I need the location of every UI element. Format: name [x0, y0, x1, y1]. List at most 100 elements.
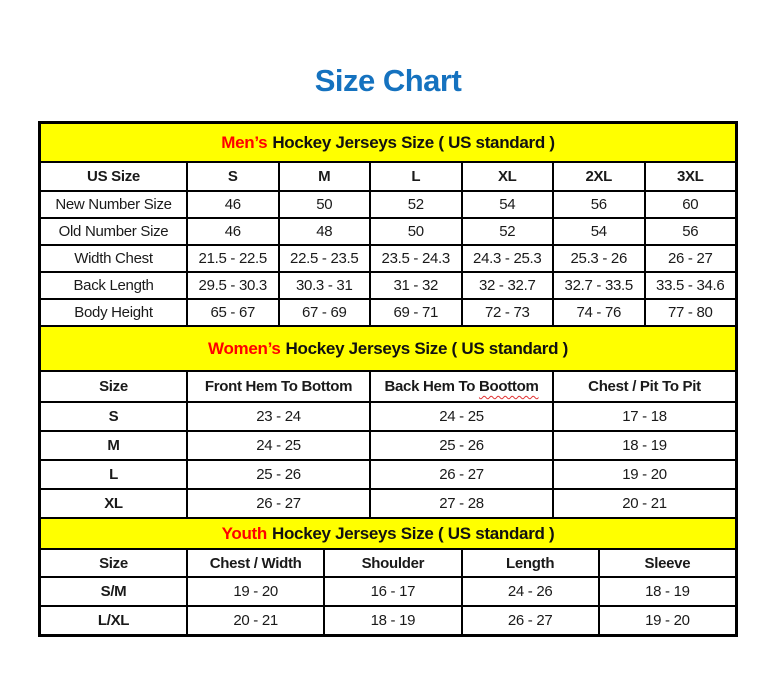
youth-band-accent: Youth [221, 523, 268, 543]
value-cell: 26 - 27 [460, 605, 600, 636]
womens-table-row: S 23 - 24 24 - 25 17 - 18 [39, 401, 737, 432]
value-cell: 32.7 - 33.5 [552, 271, 646, 300]
youth-column-header-row: Size Chest / Width Shoulder Length Sleev… [39, 548, 738, 578]
value-cell: 25 - 26 [186, 459, 371, 490]
value-cell: 56 [643, 217, 737, 246]
value-cell: 31 - 32 [369, 271, 463, 300]
mens-col-header: 2XL [552, 161, 646, 192]
mens-col-header: XL [460, 161, 554, 192]
value-cell: 25.3 - 26 [552, 244, 646, 273]
page-title: Size Chart [314, 63, 462, 98]
value-cell: 33.5 - 34.6 [643, 271, 737, 300]
womens-table-row: L 25 - 26 26 - 27 19 - 20 [39, 459, 737, 490]
value-cell: 29.5 - 30.3 [186, 271, 280, 300]
mens-table-row: New Number Size 46 50 52 54 56 60 [39, 190, 737, 219]
womens-col-header-text: Back Hem To [384, 378, 476, 395]
value-cell: 18 - 19 [552, 430, 737, 461]
value-cell: 18 - 19 [323, 605, 463, 636]
value-cell: 72 - 73 [460, 298, 554, 327]
youth-col-header: Sleeve [597, 548, 738, 578]
value-cell: 27 - 28 [369, 488, 554, 519]
mens-col-header: L [369, 161, 463, 192]
value-cell: 23 - 24 [186, 401, 371, 432]
mens-column-header-row: US Size S M L XL 2XL 3XL [39, 161, 737, 192]
womens-col-header: Front Hem To Bottom [186, 370, 371, 403]
mens-col-header: M [277, 161, 371, 192]
youth-table: Youth Hockey Jerseys Size ( US standard )… [39, 517, 738, 636]
womens-table-row: XL 26 - 27 27 - 28 20 - 21 [39, 488, 737, 519]
value-cell: 67 - 69 [277, 298, 371, 327]
womens-col-header: Size [39, 370, 188, 403]
mens-band-title: Men’s Hockey Jerseys Size ( US standard ) [39, 122, 737, 163]
womens-band: Women’s Hockey Jerseys Size ( US standard… [39, 325, 737, 372]
value-cell: 50 [369, 217, 463, 246]
value-cell: 46 [186, 217, 280, 246]
row-label: XL [39, 488, 188, 519]
row-label: New Number Size [39, 190, 188, 219]
value-cell: 23.5 - 24.3 [369, 244, 463, 273]
row-label: Body Height [39, 298, 188, 327]
mens-band: Men’s Hockey Jerseys Size ( US standard ) [39, 122, 737, 163]
mens-table-row: Body Height 65 - 67 67 - 69 69 - 71 72 -… [39, 298, 737, 327]
mens-table-row: Back Length 29.5 - 30.3 30.3 - 31 31 - 3… [39, 271, 737, 300]
row-label: Width Chest [39, 244, 188, 273]
youth-band: Youth Hockey Jerseys Size ( US standard ) [39, 517, 737, 550]
womens-table-row: M 24 - 25 25 - 26 18 - 19 [39, 430, 737, 461]
value-cell: 77 - 80 [643, 298, 737, 327]
value-cell: 24.3 - 25.3 [460, 244, 554, 273]
row-label: Back Length [39, 271, 188, 300]
mens-col-header: US Size [39, 161, 188, 192]
womens-band-rest: Hockey Jerseys Size ( US standard ) [285, 338, 569, 358]
value-cell: 48 [277, 217, 371, 246]
value-cell: 16 - 17 [323, 576, 463, 607]
row-label: S/M [39, 576, 188, 607]
value-cell: 24 - 25 [369, 401, 554, 432]
womens-col-header: Back Hem To Boottom [369, 370, 554, 403]
value-cell: 54 [460, 190, 554, 219]
youth-col-header: Size [39, 548, 188, 578]
value-cell: 30.3 - 31 [277, 271, 371, 300]
youth-band-title: Youth Hockey Jerseys Size ( US standard ) [39, 517, 737, 550]
value-cell: 20 - 21 [185, 605, 326, 636]
value-cell: 50 [277, 190, 371, 219]
value-cell: 52 [460, 217, 554, 246]
value-cell: 24 - 26 [460, 576, 600, 607]
value-cell: 20 - 21 [552, 488, 737, 519]
womens-band-accent: Women’s [208, 338, 281, 358]
value-cell: 69 - 71 [369, 298, 463, 327]
mens-band-accent: Men’s [221, 132, 268, 152]
youth-band-rest: Hockey Jerseys Size ( US standard ) [271, 523, 555, 543]
misspelled-word: Boottom [478, 378, 539, 395]
row-label: L [39, 459, 188, 490]
value-cell: 22.5 - 23.5 [277, 244, 371, 273]
womens-column-header-row: Size Front Hem To Bottom Back Hem To Boo… [39, 370, 737, 403]
row-label: M [39, 430, 188, 461]
womens-col-header: Chest / Pit To Pit [552, 370, 737, 403]
womens-table: Women’s Hockey Jerseys Size ( US standard… [39, 325, 737, 519]
womens-band-title: Women’s Hockey Jerseys Size ( US standard… [39, 325, 737, 372]
value-cell: 65 - 67 [186, 298, 280, 327]
value-cell: 32 - 32.7 [460, 271, 554, 300]
youth-table-row: L/XL 20 - 21 18 - 19 26 - 27 19 - 20 [39, 605, 738, 636]
value-cell: 60 [643, 190, 737, 219]
value-cell: 26 - 27 [186, 488, 371, 519]
row-label: S [39, 401, 188, 432]
value-cell: 18 - 19 [597, 576, 738, 607]
value-cell: 74 - 76 [552, 298, 646, 327]
size-chart: Men’s Hockey Jerseys Size ( US standard )… [38, 121, 738, 637]
youth-col-header: Shoulder [323, 548, 463, 578]
mens-col-header: 3XL [643, 161, 737, 192]
mens-table-row: Width Chest 21.5 - 22.5 22.5 - 23.5 23.5… [39, 244, 737, 273]
mens-table: Men’s Hockey Jerseys Size ( US standard )… [39, 122, 737, 327]
value-cell: 21.5 - 22.5 [186, 244, 280, 273]
value-cell: 17 - 18 [552, 401, 737, 432]
value-cell: 56 [552, 190, 646, 219]
value-cell: 19 - 20 [597, 605, 738, 636]
row-label: L/XL [39, 605, 188, 636]
value-cell: 54 [552, 217, 646, 246]
value-cell: 19 - 20 [185, 576, 326, 607]
value-cell: 52 [369, 190, 463, 219]
value-cell: 24 - 25 [186, 430, 371, 461]
row-label: Old Number Size [39, 217, 188, 246]
mens-band-rest: Hockey Jerseys Size ( US standard ) [272, 132, 555, 152]
